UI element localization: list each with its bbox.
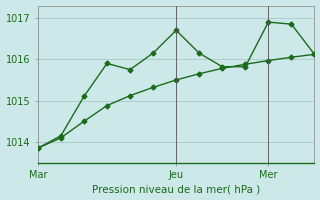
X-axis label: Pression niveau de la mer( hPa ): Pression niveau de la mer( hPa )	[92, 184, 260, 194]
